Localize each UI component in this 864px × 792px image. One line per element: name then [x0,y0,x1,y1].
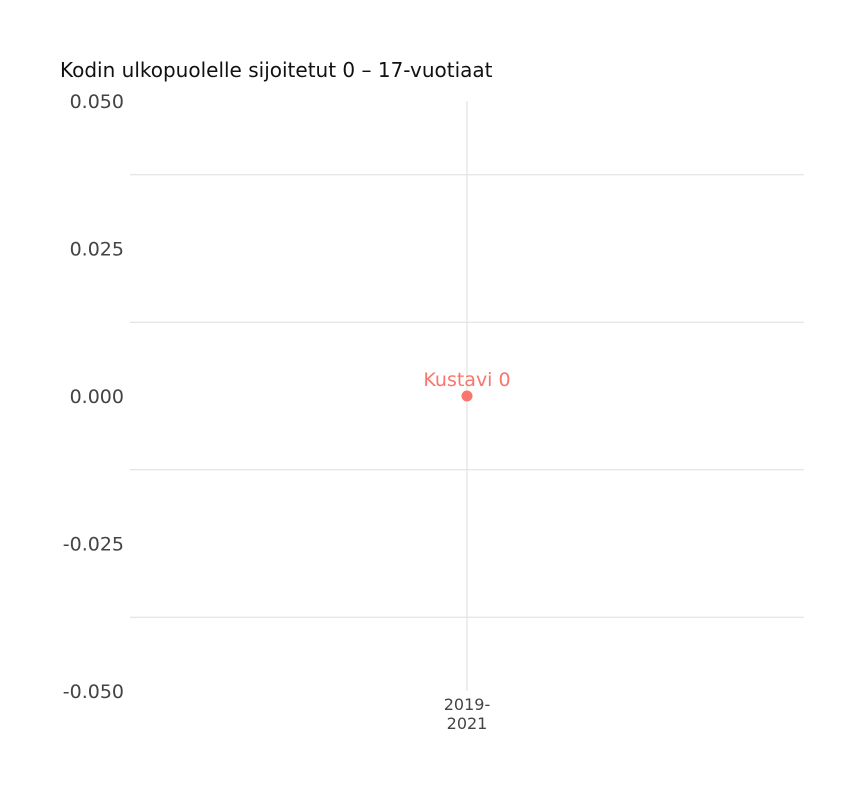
y-tick-label: 0.000 [70,386,124,408]
y-axis: 0.050 0.025 0.000 -0.025 -0.050 [63,91,124,703]
data-label: Kustavi 0 [423,369,510,391]
y-tick-label: 0.025 [70,239,124,261]
x-axis: 2019-2021 [444,695,491,733]
x-tick-label: 2019-2021 [444,695,491,733]
chart-title: Kodin ulkopuolelle sijoitetut 0 – 17-vuo… [60,58,493,82]
data-points: Kustavi 0 [423,369,511,402]
y-tick-label: -0.050 [63,681,124,703]
data-point [461,390,473,402]
y-tick-label: -0.025 [63,534,124,556]
y-tick-label: 0.050 [70,91,124,113]
